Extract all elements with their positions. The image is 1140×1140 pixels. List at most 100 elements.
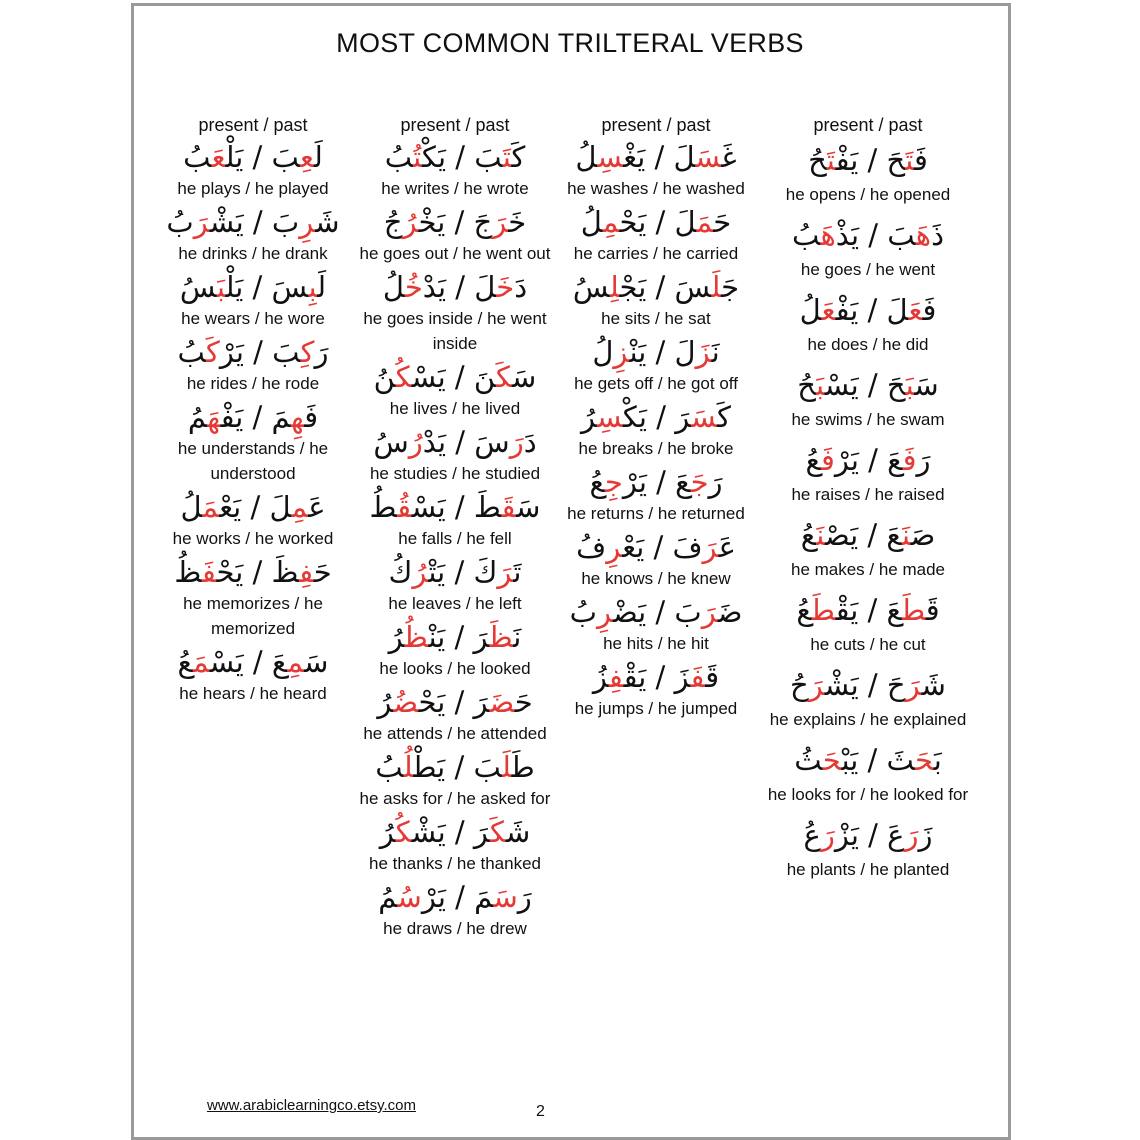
present-tense-verb: يَحْفَظُ [174, 555, 243, 589]
verb-segment: ضَ [717, 595, 743, 629]
middle-radical: رَ [492, 205, 509, 239]
middle-radical: رُ [412, 555, 429, 589]
verb-segment: يَفْ [220, 400, 244, 434]
english-translation: he goes out / he went out [359, 244, 551, 263]
middle-radical: رَ [701, 595, 718, 629]
present-tense-verb: يَدْرُسُ [373, 425, 446, 459]
verb-segment: بَ [674, 595, 702, 629]
verb-segment: ذَ [931, 218, 944, 252]
middle-radical: تَ [905, 143, 915, 177]
verb-segment: يَسْ [411, 490, 446, 524]
verb-segment: بُ [375, 750, 404, 784]
separator: / [243, 140, 272, 174]
verb-segment: بُ [166, 205, 194, 239]
verb-entry: زَرَعَ / يَزْرَعُ he plants / he planted [787, 813, 950, 882]
verb-segment: زُ [592, 660, 609, 694]
english-translation: he falls / he fell [398, 529, 512, 548]
verb-segment: يَفْ [835, 143, 859, 177]
present-tense-verb: يَرْفَعُ [806, 443, 859, 477]
separator: / [858, 593, 887, 627]
verb-segment: عَ [886, 518, 902, 552]
english-translation: he works / he worked [172, 529, 334, 548]
separator: / [645, 140, 674, 174]
verb-entry: لَعِبَ / يَلْعَبُ he plays / he played [177, 138, 328, 201]
middle-radical: رِ [299, 205, 316, 239]
english-translation: he opens / he opened [785, 185, 951, 204]
verb-segment: سُ [373, 425, 409, 459]
present-tense-verb: يَطْلُبُ [375, 750, 445, 784]
verb-entry: ذَهَبَ / يَذْهَبُ he goes / he went [792, 213, 944, 282]
verb-segment: يَجْ [619, 270, 647, 304]
verb-entry: رَجَعَ / يَرْجِعُ he returns / he returne… [567, 463, 745, 526]
verb-segment: يَرْ [834, 443, 859, 477]
separator: / [445, 205, 474, 239]
verb-entry: جَلَسَ / يَجْلِسُ he sits / he sat [573, 268, 739, 331]
verb-entry: عَمِلَ / يَعْمَلُ he works / he worked [173, 488, 334, 551]
past-tense-verb: حَضَرَ [474, 685, 533, 719]
present-tense-verb: يَقْفِزُ [593, 660, 646, 694]
verb-entry: رَكِبَ / يَرْكَبُ he rides / he rode [178, 333, 329, 396]
middle-radical: جَ [690, 465, 709, 499]
verb-segment: حَ [886, 668, 906, 702]
english-translation: he explains / he explained [769, 710, 967, 729]
middle-radical: مِ [291, 490, 309, 524]
middle-radical: رِ [606, 530, 623, 564]
english-translation: he gets off / he got off [574, 374, 738, 393]
middle-radical: تَ [826, 143, 836, 177]
verb-segment: فَ [914, 143, 928, 177]
arabic-verb-pair: سَمِعَ / يَسْمَعُ [178, 643, 329, 681]
verb-segment: بَ [474, 140, 503, 174]
arabic-verb-pair: بَحَثَ / يَبْحَثُ [794, 738, 942, 782]
verb-entry: كَسَرَ / يَكْسِرُ he breaks / he broke [579, 398, 734, 461]
middle-radical: رَ [905, 668, 922, 702]
verb-segment: يَنْ [629, 335, 647, 369]
middle-radical: لُ [403, 750, 414, 784]
verb-segment: مَ [271, 400, 291, 434]
past-tense-verb: شَرَحَ [887, 668, 946, 702]
verb-segment: جَ [721, 270, 740, 304]
english-translation: he looks for / he looked for [767, 785, 969, 804]
middle-radical: فَ [690, 660, 706, 694]
middle-radical: رَ [193, 205, 210, 239]
past-tense-verb: زَرَعَ [887, 818, 932, 852]
verb-segment: عَ [718, 530, 736, 564]
middle-radical: نَ [816, 518, 825, 552]
separator: / [858, 668, 887, 702]
verb-segment: زَ [674, 660, 691, 694]
verb-segment: حَ [886, 143, 906, 177]
verb-segment: حُ [797, 368, 816, 402]
middle-radical: قَ [501, 490, 517, 524]
present-tense-verb: يَزْرَعُ [804, 818, 859, 852]
english-translation: he writes / he wrote [381, 179, 529, 198]
present-tense-verb: يَشْرَبُ [166, 205, 243, 239]
page-number: 2 [536, 1103, 545, 1120]
middle-radical: كَ [206, 335, 220, 369]
verb-entry: فَهِمَ / يَفْهَمُ he understands / he und… [158, 398, 348, 486]
past-tense-verb: سَقَطَ [474, 490, 541, 524]
arabic-verb-pair: حَمَلَ / يَحْمِلُ [581, 203, 731, 241]
verb-segment: فَ [922, 293, 937, 327]
verb-segment: بُ [183, 140, 212, 174]
verb-segment: لَ [269, 490, 292, 524]
verb-segment: بَ [473, 750, 502, 784]
verb-segment: سَ [516, 490, 541, 524]
arabic-verb-pair: شَكَرَ / يَشْكُرُ [380, 813, 531, 851]
past-tense-verb: فَتَحَ [887, 143, 928, 177]
verb-segment: فُ [576, 530, 607, 564]
middle-radical: ظُ [404, 620, 429, 654]
middle-radical: نَ [901, 518, 911, 552]
separator: / [646, 335, 675, 369]
verb-segment: يَلْ [225, 140, 244, 174]
verb-segment: يَكْ [622, 400, 648, 434]
past-tense-verb: نَظَرَ [473, 620, 521, 654]
separator: / [445, 490, 474, 524]
present-tense-verb: يَرْجِعُ [589, 465, 646, 499]
verb-segment: سُ [179, 270, 217, 304]
english-translation: he sits / he sat [601, 309, 711, 328]
etsy-shop-link[interactable]: www.arabiclearningco.etsy.com [207, 1097, 416, 1114]
verb-entry: طَلَبَ / يَطْلُبُ he asks for / he asked … [360, 748, 551, 811]
past-tense-verb: قَطَعَ [887, 593, 940, 627]
english-translation: he asks for / he asked for [359, 789, 551, 808]
verb-segment: رَ [473, 685, 490, 719]
verb-segment: طَ [473, 490, 502, 524]
